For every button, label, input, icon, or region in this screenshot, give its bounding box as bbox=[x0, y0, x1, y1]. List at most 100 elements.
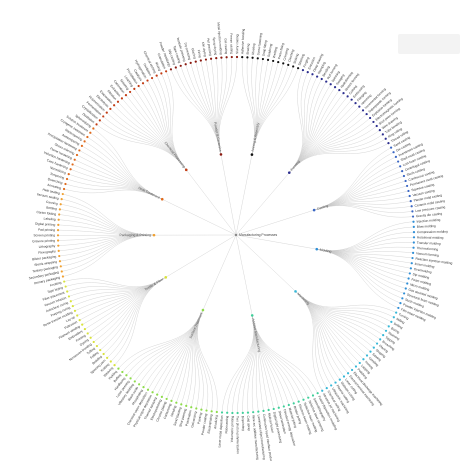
leaf-label: Lapping bbox=[360, 364, 371, 375]
leaf-node bbox=[297, 67, 300, 70]
leaf-node bbox=[333, 86, 337, 89]
leaf-link bbox=[314, 205, 414, 218]
leaf-node bbox=[129, 377, 132, 380]
leaf-node bbox=[267, 408, 270, 412]
leaf-node bbox=[125, 374, 128, 377]
leaf-label: Tapping bbox=[384, 335, 396, 345]
leaf-node bbox=[73, 158, 76, 161]
leaf-label: Gel casting bbox=[224, 38, 229, 54]
leaf-node bbox=[256, 57, 259, 60]
leaf-node bbox=[215, 56, 218, 60]
category-node bbox=[315, 247, 319, 251]
leaf-node bbox=[411, 210, 414, 213]
leaf-node bbox=[236, 411, 239, 415]
leaf-node bbox=[272, 59, 275, 63]
leaf-label: Quenching bbox=[47, 177, 63, 185]
leaf-node bbox=[170, 399, 173, 402]
leaf-link bbox=[93, 277, 166, 343]
leaf-label: Flexography bbox=[38, 249, 56, 255]
leaf-node bbox=[292, 402, 295, 405]
leaf-link bbox=[252, 315, 314, 396]
leaf-label: Binder jetting bbox=[293, 406, 303, 425]
leaf-link bbox=[103, 277, 166, 355]
root-node bbox=[234, 233, 238, 237]
leaf-label: Laser metal deposition bbox=[217, 415, 224, 448]
leaf-link bbox=[289, 70, 304, 173]
leaf-label: Annealing bbox=[47, 183, 62, 191]
leaf-node bbox=[226, 411, 229, 414]
leaf-label: Wire arc additive manufacturing bbox=[251, 415, 259, 460]
leaf-label: Polishing bbox=[356, 367, 368, 379]
leaf-label: Snap fitting bbox=[261, 40, 267, 57]
leaf-label: Press fitting bbox=[277, 42, 285, 59]
category-link bbox=[165, 234, 237, 278]
leaf-node bbox=[382, 334, 385, 337]
leaf-node bbox=[146, 388, 150, 391]
leaf-link bbox=[61, 234, 155, 272]
leaf-node bbox=[205, 409, 208, 412]
leaf-label: Milling bbox=[396, 317, 406, 325]
leaf-node bbox=[272, 407, 275, 411]
leaf-node bbox=[160, 72, 163, 75]
leaf-label: Tape casting bbox=[172, 45, 181, 63]
leaf-node bbox=[316, 392, 319, 395]
leaf-node bbox=[89, 336, 92, 339]
leaf-node bbox=[338, 378, 341, 381]
leaf-label: Robocasting bbox=[224, 415, 229, 433]
leaf-label: Die casting bbox=[395, 142, 411, 153]
leaf-node bbox=[150, 76, 154, 80]
leaf-node bbox=[399, 302, 402, 305]
leaf-label: Cold spray bbox=[246, 415, 251, 431]
leaf-node bbox=[121, 370, 124, 374]
leaf-link bbox=[126, 309, 204, 376]
category-link bbox=[235, 209, 315, 236]
leaf-label: Boring bbox=[390, 326, 400, 334]
leaf-link bbox=[252, 315, 318, 394]
leaf-label: Bottling bbox=[46, 206, 57, 212]
leaf-label: Spinning bbox=[331, 70, 341, 83]
leaf-link bbox=[100, 277, 166, 351]
leaf-node bbox=[338, 88, 341, 92]
leaf-link bbox=[295, 291, 397, 313]
leaf-node bbox=[306, 70, 309, 74]
leaf-node bbox=[78, 149, 81, 152]
leaf-label: Vacuum infusion bbox=[44, 296, 67, 308]
leaf-node bbox=[387, 142, 390, 145]
leaf-node bbox=[124, 93, 128, 97]
leaf-link bbox=[118, 309, 204, 369]
leaf-label: Passivation bbox=[185, 410, 193, 427]
category-link bbox=[235, 172, 290, 236]
leaf-node bbox=[83, 140, 86, 143]
leaf-link bbox=[103, 116, 187, 170]
leaf-node bbox=[251, 56, 254, 59]
leaf-node bbox=[155, 74, 158, 77]
leaf-label: Screw fastening bbox=[256, 32, 263, 55]
leaf-node bbox=[117, 367, 120, 370]
leaf-node bbox=[73, 309, 77, 312]
leaf-label: Labeling bbox=[43, 217, 56, 222]
leaf-label: Extrusion bbox=[307, 56, 316, 70]
leaf-link bbox=[316, 221, 414, 251]
leaf-node bbox=[195, 407, 198, 410]
leaf-label: Gravure printing bbox=[32, 239, 55, 244]
leaf-node bbox=[375, 342, 379, 345]
leaf-link bbox=[96, 124, 187, 170]
leaf-link bbox=[295, 291, 389, 327]
leaf-node bbox=[215, 410, 218, 414]
leaf-label: Granulation bbox=[157, 53, 167, 70]
leaf-node bbox=[141, 82, 145, 85]
leaf-node bbox=[209, 57, 213, 60]
category-node bbox=[152, 233, 156, 237]
leaf-node bbox=[410, 262, 413, 265]
leaf-node bbox=[392, 151, 395, 154]
leaf-node bbox=[262, 409, 265, 412]
leaf-node bbox=[83, 327, 86, 331]
leaf-label: Slip casting bbox=[167, 49, 176, 66]
leaf-link bbox=[151, 77, 187, 170]
leaf-label: Digital light processing bbox=[272, 411, 283, 443]
leaf-link bbox=[251, 64, 289, 155]
leaf-node bbox=[142, 385, 145, 389]
leaf-label: Carburizing bbox=[163, 403, 173, 420]
leaf-node bbox=[89, 131, 92, 134]
